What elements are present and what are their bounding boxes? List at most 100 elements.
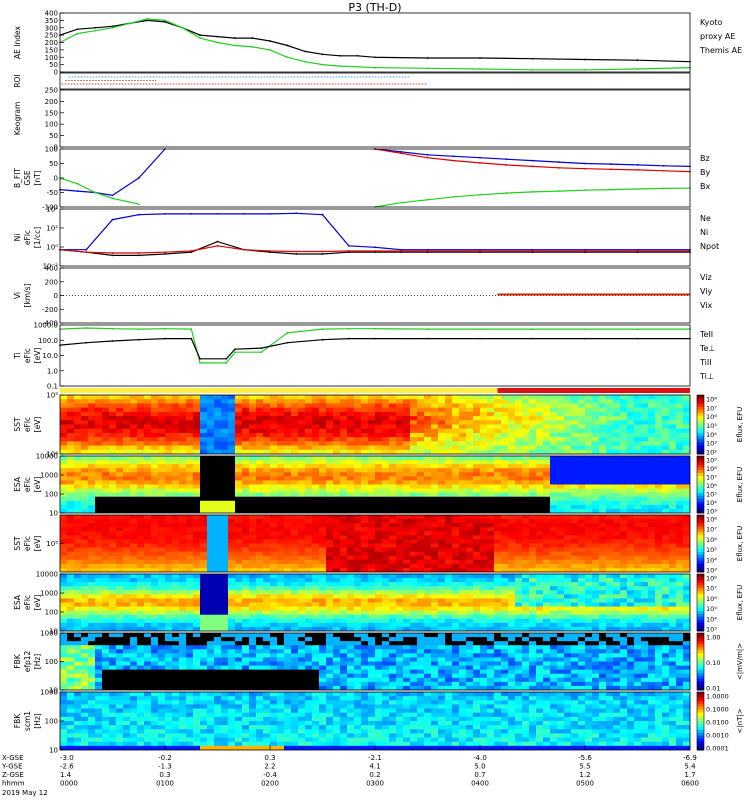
spectrogram-cell: [60, 606, 68, 612]
spectrogram-cell: [144, 614, 152, 620]
plot-title: P3 (TH-D): [348, 1, 401, 14]
spectrogram-cell: [200, 492, 208, 498]
spectrogram-cell: [249, 437, 257, 442]
spectrogram-cell: [410, 432, 418, 438]
spectrogram-cell: [200, 594, 208, 600]
spectrogram-cell: [417, 504, 425, 510]
spectrogram-cell: [473, 468, 481, 473]
spectrogram-cell: [193, 411, 201, 417]
spectrogram-cell: [599, 416, 607, 421]
spectrogram-cell: [193, 492, 201, 498]
spectrogram-cell: [228, 586, 236, 591]
spectrogram-cell: [396, 523, 404, 528]
spectrogram-cell: [389, 480, 397, 486]
spectrogram-cell: [228, 590, 236, 595]
spectrogram-cell: [543, 551, 551, 557]
panel-0: AE Index050100150200250300350400Kyotopro…: [13, 10, 742, 77]
colorbar-segment: [697, 563, 704, 567]
spectrogram-cell: [466, 547, 474, 553]
spectrogram-cell: [403, 574, 411, 579]
spectrogram-cell: [536, 480, 544, 486]
spectrogram-cell: [410, 618, 418, 624]
spectrogram-cell: [641, 496, 649, 502]
data-point: [531, 248, 534, 251]
colorbar-segment: [697, 436, 704, 440]
spectrogram-cell: [515, 460, 523, 465]
spectrogram-cell: [676, 480, 684, 486]
spectrogram-cell: [571, 527, 579, 532]
spectrogram-cell: [123, 508, 131, 513]
spectrogram-cell: [403, 539, 411, 545]
spectrogram-cell: [347, 578, 355, 583]
spectrogram-cell: [249, 594, 257, 600]
spectrogram-cell: [319, 476, 327, 482]
spectrogram-cell: [669, 432, 677, 438]
spectrogram-cell: [473, 567, 481, 572]
spectrogram-cell: [613, 515, 621, 520]
spectrogram-cell: [214, 424, 222, 430]
spectrogram-cell: [207, 420, 215, 426]
spectrogram-cell: [557, 567, 565, 572]
data-point: [531, 191, 534, 193]
spectrogram-cell: [606, 563, 614, 569]
spectrogram-cell: [368, 590, 376, 595]
spectrogram-cell: [186, 480, 194, 486]
spectrogram-cell: [95, 582, 103, 587]
spectrogram-cell: [585, 464, 593, 469]
spectrogram-cell: [424, 476, 432, 482]
spectrogram-cell: [529, 504, 537, 510]
spectrogram-cell: [67, 403, 75, 409]
spectrogram-cell: [564, 399, 572, 405]
spectrogram-cell: [214, 464, 222, 469]
spectrogram-cell: [305, 488, 313, 494]
spectrogram-cell: [557, 437, 565, 442]
legend-entry: Te⊥: [699, 344, 715, 353]
spectrogram-cell: [571, 519, 579, 524]
spectrogram-cell: [354, 488, 362, 494]
spectrogram-cell: [445, 472, 453, 477]
spectrogram-cell: [347, 428, 355, 434]
spectrogram-cell: [529, 484, 537, 490]
spectrogram-cell: [480, 555, 488, 561]
spectrogram-cell: [452, 437, 460, 442]
spectrogram-cell: [123, 559, 131, 565]
spectrogram-cell: [256, 456, 264, 461]
data-point: [426, 153, 429, 156]
spectrogram-cell: [557, 441, 565, 447]
spectrogram-cell: [669, 456, 677, 461]
spectrogram-cell: [116, 567, 124, 572]
spectrogram-cell: [228, 460, 236, 465]
spectrogram-cell: [368, 472, 376, 477]
spectrogram-cell: [263, 460, 271, 465]
spectrogram-cell: [466, 523, 474, 528]
spectrogram-cell: [606, 500, 614, 506]
spectrogram-cell: [305, 460, 313, 465]
spectrogram-cell: [375, 504, 383, 510]
spectrogram-cell: [396, 567, 404, 572]
spectrogram-cell: [67, 610, 75, 616]
spectrogram-cell: [571, 424, 579, 430]
spectrogram-cell: [480, 480, 488, 486]
spectrogram-cell: [81, 527, 89, 532]
spectrogram-cell: [382, 547, 390, 553]
spectrogram-cell: [144, 407, 152, 413]
spectrogram-cell: [466, 535, 474, 541]
spectrogram-cell: [95, 496, 103, 502]
spectrogram-cell: [536, 445, 544, 451]
spectrogram-cell: [88, 395, 96, 400]
spectrogram-cell: [354, 543, 362, 549]
spectrogram-cell: [242, 527, 250, 532]
spectrogram-cell: [249, 618, 257, 624]
spectrogram-cell: [655, 456, 663, 461]
spectrogram-cell: [179, 574, 187, 579]
spectrogram-cell: [95, 594, 103, 600]
spectrogram-cell: [102, 626, 110, 631]
spectrogram-cell: [81, 460, 89, 465]
spectrogram-cell: [319, 460, 327, 465]
spectrogram-cell: [228, 484, 236, 490]
spectrogram-cell: [536, 437, 544, 442]
spectrogram-cell: [389, 606, 397, 612]
spectrogram-cell: [95, 535, 103, 541]
spectrogram-cell: [298, 441, 306, 447]
